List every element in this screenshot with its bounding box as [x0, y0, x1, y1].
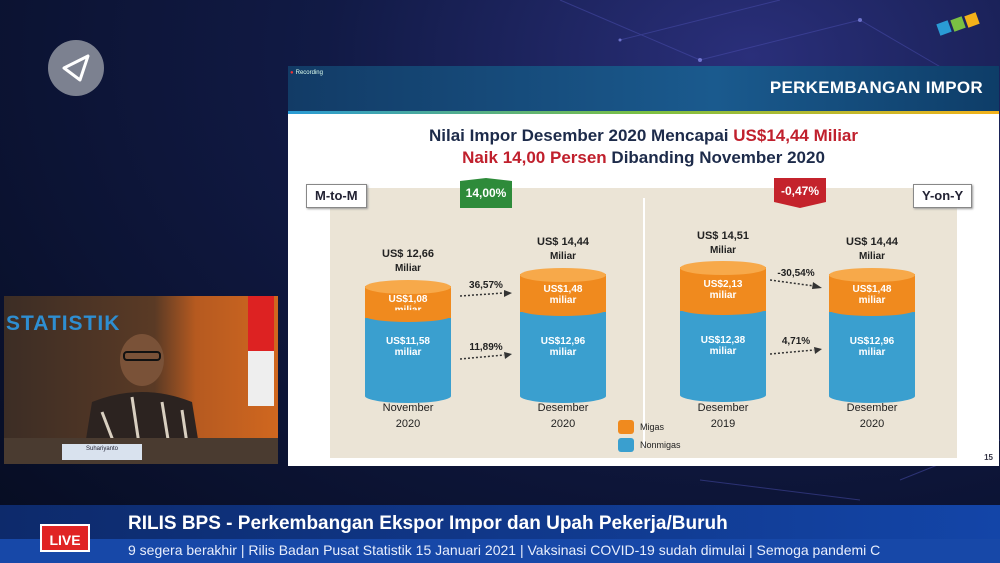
slide-page-number: 15 — [984, 453, 993, 462]
mtom-change-badge: 14,00% — [460, 178, 512, 208]
nonmigas-value: US$12,96 — [849, 336, 895, 347]
cylinder-cap — [520, 268, 606, 282]
nonmigas-unit: miliar — [394, 347, 422, 358]
chart-legend: Migas Nonmigas — [618, 418, 681, 454]
column-total-value: US$ 14,44 — [537, 236, 589, 248]
slide-title: PERKEMBANGAN IMPOR — [769, 78, 983, 97]
cylinder-bottom — [680, 388, 766, 402]
headline-2-highlight: Naik 14,00 Persen — [462, 148, 607, 167]
column-period: Desember — [697, 402, 749, 414]
arrow-mtom-nonmigas: 11,89% — [460, 342, 512, 364]
legend-swatch-nonmigas — [618, 438, 634, 452]
headline-1-highlight: US$14,44 Miliar — [733, 126, 858, 145]
migas-unit: miliar — [709, 290, 737, 301]
legend-item-nonmigas: Nonmigas — [618, 436, 681, 454]
column-total-unit: Miliar — [858, 251, 886, 262]
dotted-arrow-icon — [770, 279, 822, 289]
mtom-tag: M-to-M — [306, 184, 367, 208]
migas-value: US$1,48 — [543, 284, 583, 295]
column-total-unit: Miliar — [709, 245, 737, 256]
dotted-arrow-icon — [770, 347, 822, 355]
legend-label-migas: Migas — [640, 422, 665, 432]
nonmigas-value: US$11,58 — [386, 336, 430, 347]
nonmigas-unit: miliar — [709, 346, 737, 357]
nonmigas-unit: miliar — [549, 347, 577, 358]
column-period: Desember — [537, 402, 589, 414]
cylinder-seam — [829, 304, 915, 316]
migas-value: US$2,13 — [703, 279, 743, 290]
cylinder-bottom — [829, 389, 915, 403]
headline-line-1: Nilai Impor Desember 2020 Mencapai US$14… — [288, 126, 999, 146]
nonmigas-unit: miliar — [858, 347, 886, 358]
column-total-value: US$ 14,44 — [846, 236, 898, 248]
column-total-value: US$ 12,66 — [382, 248, 434, 260]
nonmigas-segment: US$12,96 miliar — [520, 308, 606, 396]
ticker-crawl-bar: 9 segera berakhir | Rilis Badan Pusat St… — [0, 539, 1000, 563]
yony-change-badge: -0,47% — [774, 178, 826, 208]
arrow-yony-migas: -30,54% — [770, 268, 822, 290]
arrow-percentage: 11,89% — [469, 342, 503, 353]
column-year: 2019 — [710, 418, 736, 430]
headline-1-text: Nilai Impor Desember 2020 Mencapai — [429, 126, 734, 145]
arrow-mtom-migas: 36,57% — [460, 280, 512, 302]
live-badge: LIVE — [40, 524, 90, 552]
cylinder-seam — [365, 310, 451, 322]
nonmigas-value: US$12,38 — [700, 335, 746, 346]
nonmigas-segment: US$12,38 miliar — [680, 307, 766, 395]
migas-unit: miliar — [549, 295, 577, 306]
migas-value: US$1,48 — [852, 284, 892, 295]
arrow-yony-nonmigas: 4,71% — [770, 336, 822, 358]
cylinder-seam — [680, 303, 766, 315]
dotted-arrow-icon — [460, 352, 512, 360]
legend-item-migas: Migas — [618, 418, 681, 436]
column-year: 2020 — [859, 418, 885, 430]
bps-logo — [934, 12, 984, 44]
column-total-value: US$ 14,51 — [697, 230, 749, 242]
header-stripe — [288, 111, 999, 114]
legend-swatch-migas — [618, 420, 634, 434]
column-period: Desember — [846, 402, 898, 414]
cylinder-bottom — [520, 389, 606, 403]
dotted-arrow-icon — [460, 290, 512, 297]
migas-unit: miliar — [858, 295, 886, 306]
cylinder-cap — [829, 268, 915, 282]
ticker-crawl-text: 9 segera berakhir | Rilis Badan Pusat St… — [128, 542, 881, 558]
cylinder-seam — [520, 304, 606, 316]
recording-indicator: Recording — [290, 70, 323, 76]
ticker-title-bar: RILIS BPS - Perkembangan Ekspor Impor da… — [0, 505, 1000, 539]
panel-divider — [643, 198, 645, 448]
column-year: 2020 — [550, 418, 576, 430]
arrow-percentage: 36,57% — [469, 280, 503, 291]
nonmigas-segment: US$11,58 miliar — [365, 314, 451, 396]
column-period: November — [382, 402, 434, 414]
video-banner-text: STATISTIK — [6, 312, 121, 335]
column-year: 2020 — [395, 418, 421, 430]
yony-tag: Y-on-Y — [913, 184, 973, 208]
arrow-percentage: -30,54% — [777, 268, 815, 279]
ticker-headline: RILIS BPS - Perkembangan Ekspor Impor da… — [128, 513, 728, 534]
antara-logo — [48, 40, 104, 96]
cylinder-cap — [680, 261, 766, 275]
arrow-percentage: 4,71% — [781, 336, 811, 347]
cylinder-cap — [365, 280, 451, 294]
migas-value: US$1,08 — [388, 294, 428, 305]
slide-header: Recording PERKEMBANGAN IMPOR — [288, 66, 999, 114]
nameplate: Suhariyanto — [62, 444, 142, 460]
headline-line-2: Naik 14,00 Persen Dibanding November 202… — [288, 148, 999, 168]
indonesian-flag — [248, 296, 274, 406]
column-total-unit: Miliar — [549, 251, 577, 262]
legend-label-nonmigas: Nonmigas — [640, 440, 681, 450]
nonmigas-value: US$12,96 — [540, 336, 586, 347]
presentation-slide: Recording PERKEMBANGAN IMPOR Nilai Impor… — [288, 66, 999, 466]
news-ticker: RILIS BPS - Perkembangan Ekspor Impor da… — [0, 505, 1000, 563]
speaker-video-feed: STATISTIK Suhariyanto — [4, 296, 278, 464]
cylinder-bottom — [365, 389, 451, 403]
nonmigas-segment: US$12,96 miliar — [829, 308, 915, 396]
column-total-unit: Miliar — [394, 263, 422, 274]
headline-2-text: Dibanding November 2020 — [606, 148, 825, 167]
